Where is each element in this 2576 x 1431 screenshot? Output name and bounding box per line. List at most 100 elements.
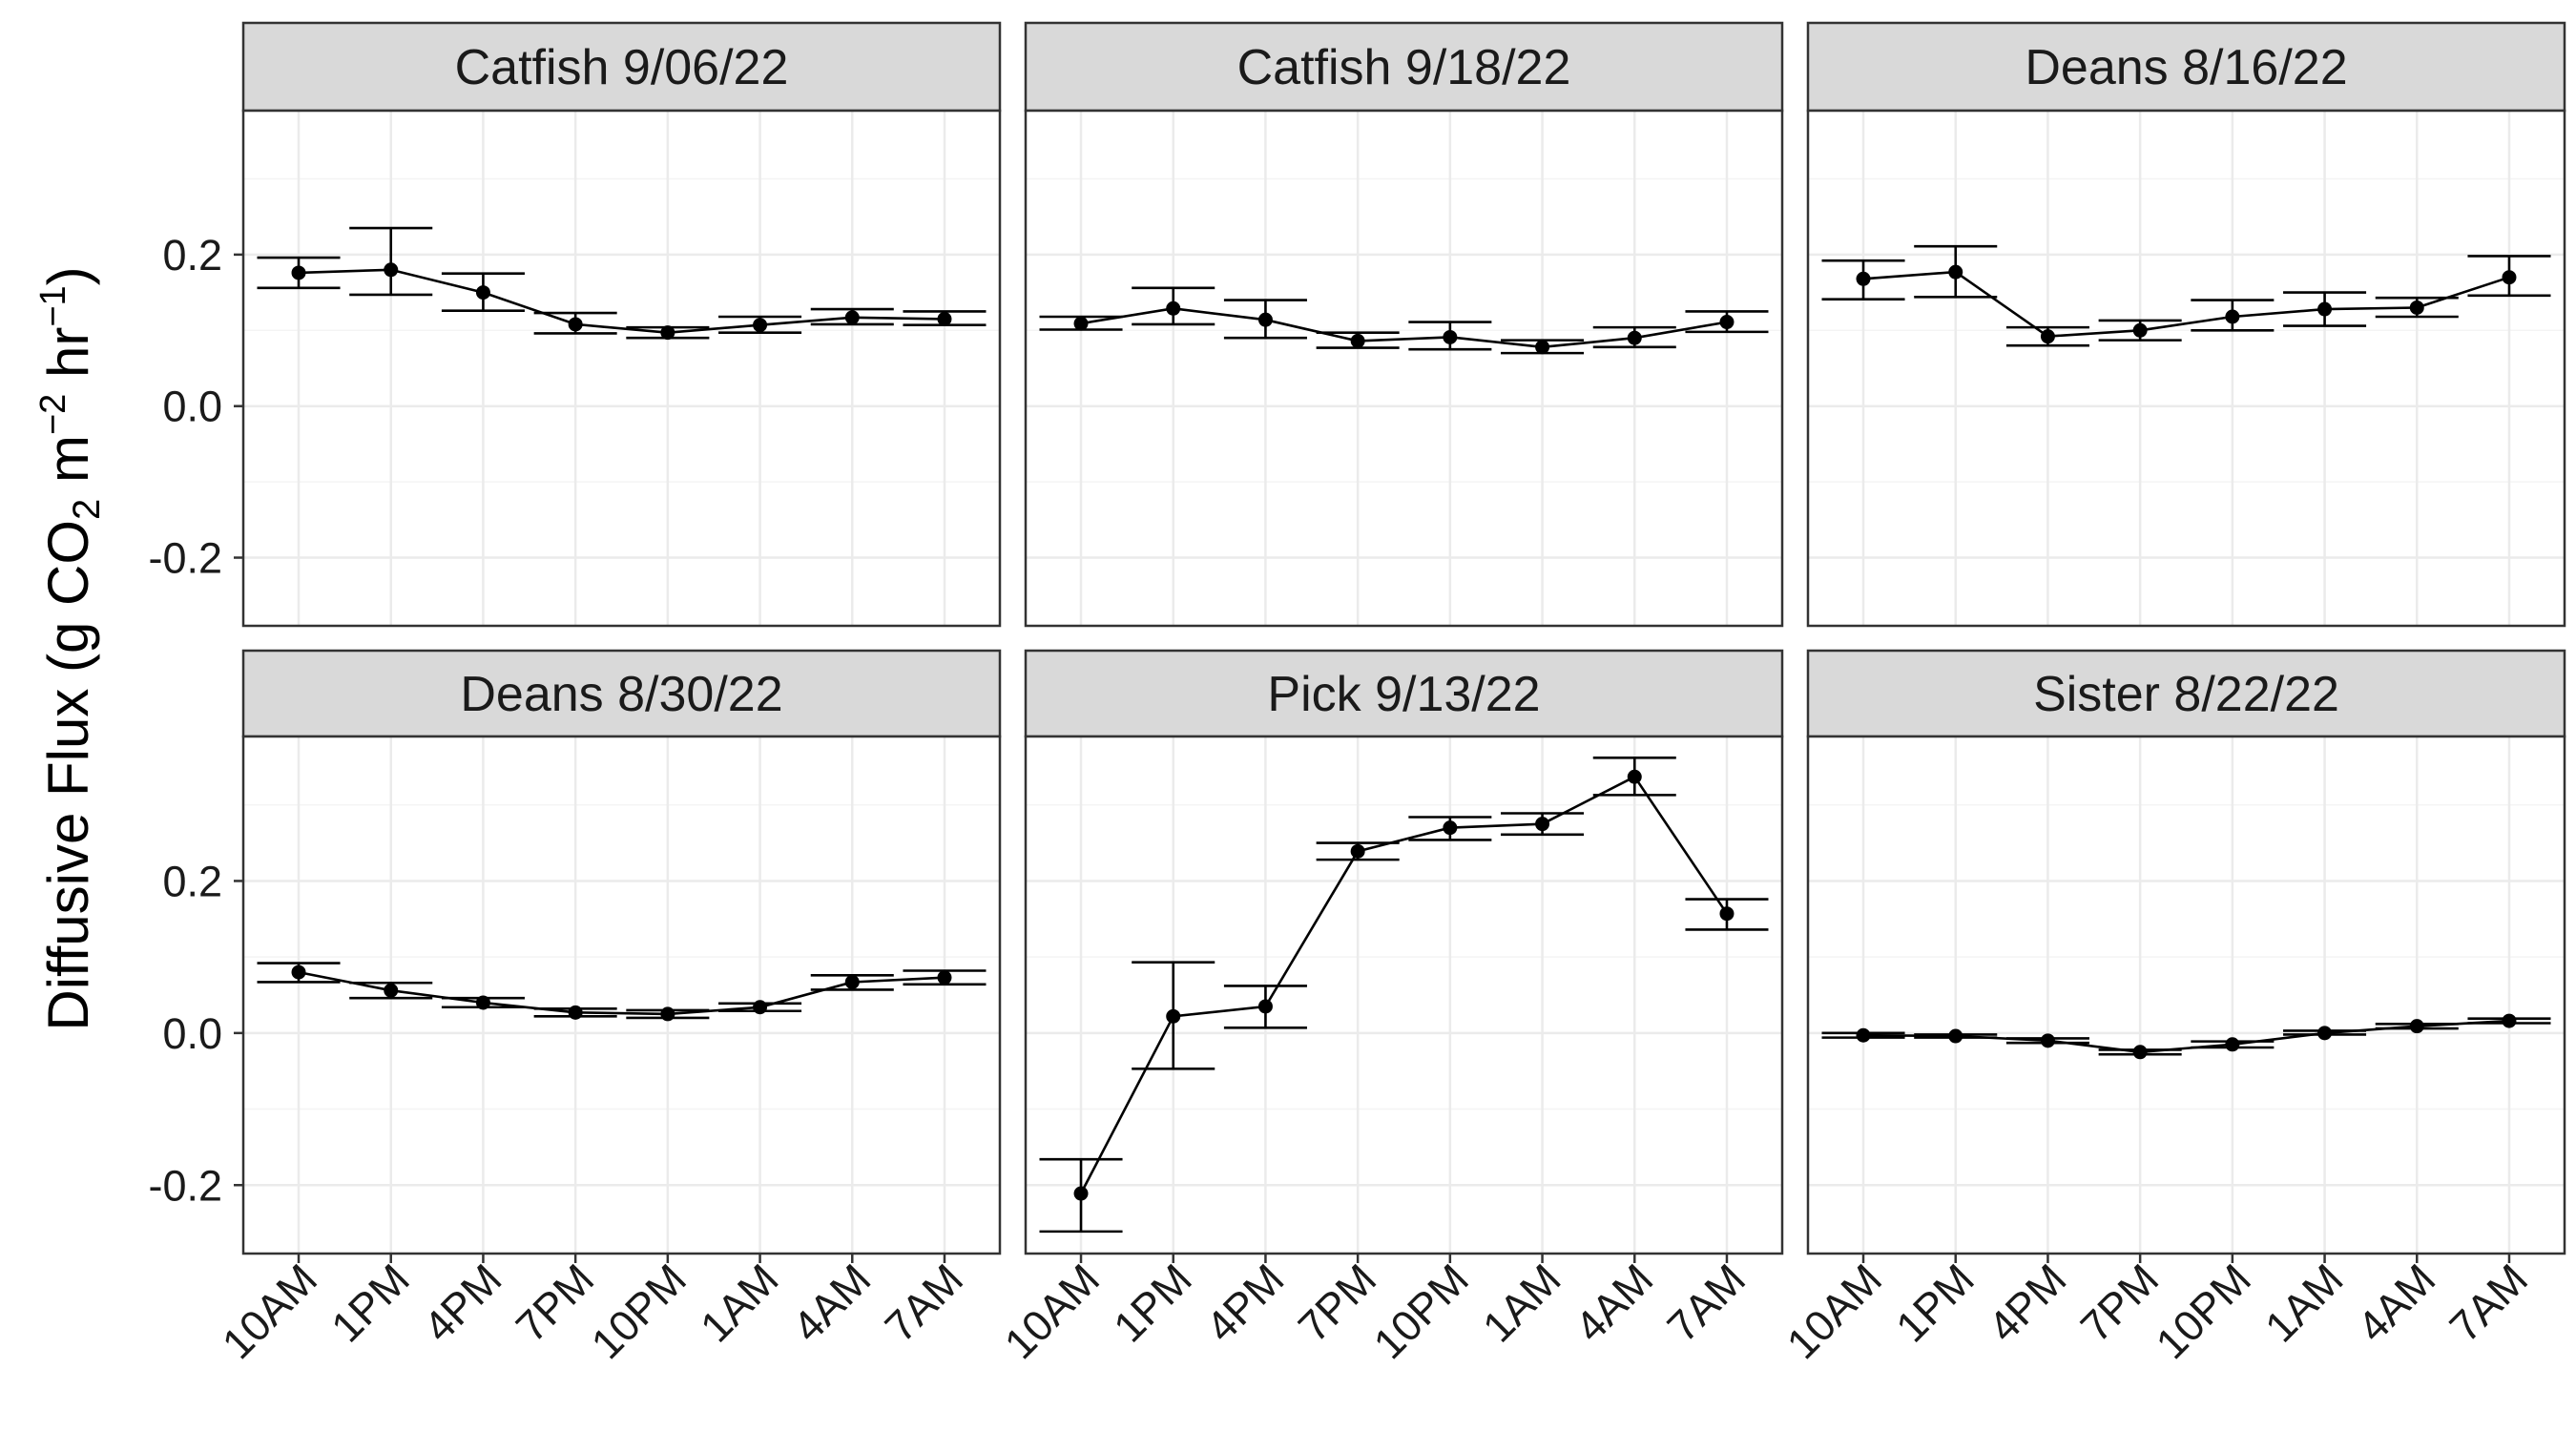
panel-deans-8-30-22: Deans 8/30/22-0.20.00.210AM1PM4PM7PM10PM… bbox=[148, 649, 1002, 1368]
data-point bbox=[2132, 1045, 2148, 1060]
data-point bbox=[384, 983, 399, 998]
y-axis-title-superscript: −2 bbox=[33, 394, 73, 435]
panel-border bbox=[1024, 109, 1784, 628]
x-tick-label: 1AM bbox=[2255, 1255, 2352, 1351]
facet-title: Deans 8/16/22 bbox=[2025, 40, 2347, 95]
y-axis-title-part: ) bbox=[36, 266, 100, 285]
data-point bbox=[475, 285, 490, 301]
panel-border bbox=[241, 735, 1002, 1255]
data-point bbox=[2502, 1013, 2517, 1028]
y-axis-title: Diffusive Flux (g CO2 m−2 hr−1) bbox=[33, 266, 108, 1030]
panel-deans-8-16-22: Deans 8/16/22 bbox=[1806, 21, 2566, 628]
panel-background bbox=[243, 111, 1000, 626]
data-point bbox=[1627, 330, 1642, 345]
data-point bbox=[1719, 315, 1735, 330]
x-tick-label: 10PM bbox=[2147, 1255, 2260, 1368]
data-point bbox=[1350, 843, 1365, 859]
data-point bbox=[1948, 264, 1963, 280]
data-point bbox=[1257, 999, 1273, 1014]
x-tick-label: 1PM bbox=[322, 1255, 418, 1351]
facet-strip bbox=[1806, 649, 2566, 738]
data-point bbox=[2409, 300, 2424, 315]
panel-background bbox=[1026, 736, 1782, 1254]
data-point bbox=[844, 310, 860, 325]
data-point bbox=[937, 970, 952, 985]
x-tick-label: 10AM bbox=[213, 1255, 326, 1368]
data-point bbox=[753, 1000, 768, 1015]
y-tick-label: 0.2 bbox=[162, 857, 222, 905]
data-point bbox=[2040, 1033, 2055, 1048]
data-point bbox=[475, 995, 490, 1010]
x-tick-label: 7AM bbox=[2441, 1255, 2537, 1351]
y-tick-label: 0.0 bbox=[162, 383, 222, 431]
data-point bbox=[1856, 271, 1871, 286]
x-tick-label: 1PM bbox=[1104, 1255, 1200, 1351]
data-point bbox=[660, 1006, 675, 1022]
y-tick-label: -0.2 bbox=[148, 534, 222, 583]
x-tick-label: 4PM bbox=[414, 1255, 510, 1351]
facet-strip bbox=[1024, 649, 1784, 738]
data-point bbox=[1073, 316, 1089, 331]
panel-border bbox=[1024, 735, 1784, 1255]
x-tick-label: 1AM bbox=[691, 1255, 787, 1351]
facet-panels: Catfish 9/06/22 -0.2 0.0 0.2 Catfish 9/18/22… bbox=[148, 21, 2566, 1368]
data-point bbox=[1535, 817, 1550, 832]
data-point bbox=[291, 265, 306, 280]
series-line bbox=[298, 268, 945, 335]
data-point bbox=[568, 317, 583, 332]
series-line bbox=[1862, 270, 2510, 338]
facet-strip bbox=[241, 649, 1002, 738]
y-axis-title-superscript: −1 bbox=[33, 285, 73, 326]
y-axis-title-subscript: 2 bbox=[66, 499, 108, 520]
x-tick-label: 10AM bbox=[995, 1255, 1109, 1368]
x-tick-label: 4AM bbox=[1566, 1255, 1662, 1351]
x-tick-label: 1PM bbox=[1886, 1255, 1983, 1351]
facet-title: Catfish 9/18/22 bbox=[1237, 40, 1571, 95]
panel-catfish-9-18-22: Catfish 9/18/22 bbox=[1024, 21, 1784, 628]
data-point bbox=[1166, 1008, 1181, 1024]
panel-border bbox=[1806, 735, 2566, 1255]
panel-border bbox=[241, 109, 1002, 628]
data-point bbox=[1257, 312, 1273, 327]
y-axis-title-part: Diffusive Flux (g CO bbox=[36, 520, 100, 1031]
data-point bbox=[2317, 301, 2333, 317]
data-point bbox=[291, 964, 306, 980]
data-point bbox=[1948, 1028, 1963, 1044]
x-tick-label: 4AM bbox=[2348, 1255, 2444, 1351]
data-point bbox=[844, 974, 860, 989]
data-point bbox=[1166, 301, 1181, 316]
y-axis-title-part: m bbox=[36, 435, 100, 499]
data-point bbox=[568, 1005, 583, 1020]
data-point bbox=[2502, 270, 2517, 285]
data-point bbox=[1443, 820, 1458, 836]
data-point bbox=[1073, 1186, 1089, 1201]
y-tick-label: 0.0 bbox=[162, 1009, 222, 1058]
panel-catfish-9-06-22: Catfish 9/06/22 -0.2 0.0 0.2 bbox=[148, 21, 1002, 628]
data-point bbox=[2409, 1019, 2424, 1034]
data-point bbox=[2132, 322, 2148, 338]
x-tick-label: 4AM bbox=[783, 1255, 880, 1351]
data-point bbox=[1535, 340, 1550, 355]
data-point bbox=[1719, 906, 1735, 922]
data-point bbox=[1856, 1027, 1871, 1043]
data-point bbox=[753, 318, 768, 333]
data-point bbox=[384, 262, 399, 278]
panel-border bbox=[1806, 109, 2566, 628]
series-line bbox=[1862, 1019, 2510, 1054]
data-point bbox=[2225, 1037, 2240, 1052]
x-tick-label: 7AM bbox=[876, 1255, 972, 1351]
y-tick-label: 0.2 bbox=[162, 231, 222, 280]
facet-strip bbox=[1806, 21, 2566, 113]
data-point bbox=[1350, 333, 1365, 348]
data-point bbox=[937, 311, 952, 326]
facet-strip bbox=[241, 21, 1002, 113]
facet-strip bbox=[1024, 21, 1784, 113]
x-tick-label: 4PM bbox=[1196, 1255, 1293, 1351]
series-line bbox=[1080, 306, 1728, 349]
series-line bbox=[1079, 775, 1729, 1194]
y-tick-label: -0.2 bbox=[148, 1161, 222, 1210]
panel-background bbox=[1808, 736, 2565, 1254]
